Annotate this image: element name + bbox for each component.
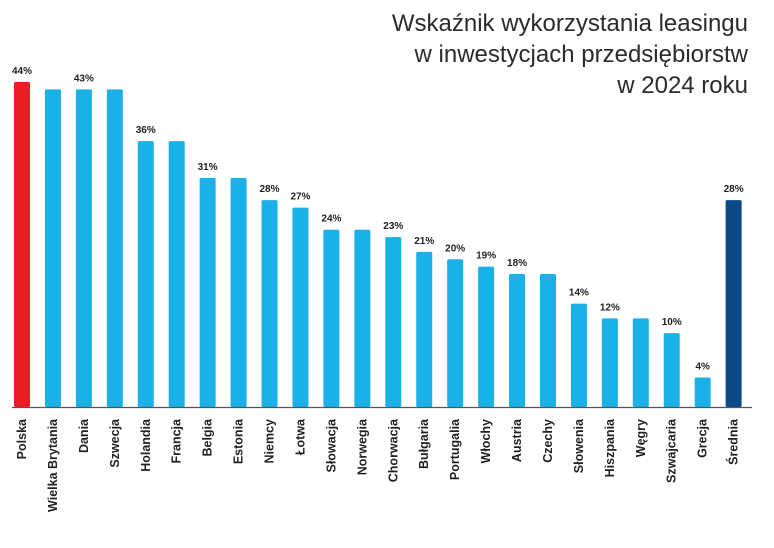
bar-value-label-16: 18%: [507, 258, 527, 269]
bar-value-label-15: 19%: [476, 251, 496, 262]
category-label-5: Francja: [170, 418, 184, 464]
category-label-11: Norwegia: [355, 418, 369, 475]
category-label-7: Estonia: [232, 418, 246, 464]
category-label-22: Grecja: [696, 418, 710, 458]
chart-title: Wskaźnik wykorzystania leasingu w inwest…: [308, 8, 748, 101]
bar-6: [199, 178, 216, 407]
category-label-18: Słowenia: [572, 418, 586, 473]
category-label-16: Austria: [510, 418, 524, 462]
bar-12: [385, 237, 402, 407]
category-label-6: Belgia: [201, 418, 215, 457]
bar-7: [230, 178, 247, 407]
bar-2: [75, 89, 92, 408]
bar-16: [509, 274, 526, 407]
category-label-19: Hiszpania: [603, 418, 617, 477]
category-label-23: Średnia: [726, 418, 741, 465]
category-labels-layer: Polska Wielka Brytania Dania Szwecja Holandi…: [15, 418, 741, 512]
bar-17: [539, 274, 556, 407]
bar-value-label-22: 4%: [695, 361, 710, 372]
bar-1: [44, 89, 61, 408]
chart-title-line-2: w inwestycjach przedsiębiorstw: [414, 41, 748, 68]
bar-value-label-19: 12%: [600, 302, 620, 313]
bar-value-label-0: 44%: [12, 66, 32, 77]
bar-19: [601, 318, 618, 407]
category-label-0: Polska: [15, 418, 29, 459]
bar-value-label-2: 43%: [74, 73, 94, 84]
category-label-14: Portugalia: [448, 418, 462, 480]
category-label-3: Szwecja: [108, 418, 122, 468]
bar-5: [168, 141, 185, 407]
chart-title-line-1: Wskaźnik wykorzystania leasingu: [391, 10, 748, 37]
bar-23: [725, 200, 742, 407]
bar-value-label-12: 23%: [383, 221, 403, 232]
category-label-2: Dania: [77, 418, 91, 453]
bar-value-label-18: 14%: [569, 288, 589, 299]
bar-10: [323, 229, 340, 407]
category-label-21: Szwajcaria: [665, 418, 679, 483]
category-label-15: Włochy: [479, 419, 493, 463]
value-labels-layer: 44% 43% 36% 31% 28% 27% 24% 23% 21% 20% 19% 18% 14% 1…: [12, 66, 744, 372]
bar-11: [354, 229, 371, 407]
category-label-13: Bułgaria: [417, 418, 431, 469]
bar-14: [447, 259, 464, 407]
bar-8: [261, 200, 278, 407]
bar-value-label-14: 20%: [445, 243, 465, 254]
bar-18: [570, 303, 587, 407]
bar-value-label-6: 31%: [198, 162, 218, 173]
category-label-8: Niemcy: [263, 419, 277, 464]
chart-title-line-3: w 2024 roku: [617, 72, 748, 99]
bar-15: [478, 266, 495, 407]
bar-20: [632, 318, 649, 407]
bar-3: [106, 89, 123, 408]
bar-9: [292, 207, 309, 407]
bar-22: [694, 377, 711, 407]
category-label-4: Holandia: [139, 418, 153, 472]
bar-value-label-23: 28%: [724, 184, 744, 195]
bar-value-label-4: 36%: [136, 125, 156, 136]
bar-13: [416, 251, 433, 407]
bar-value-label-13: 21%: [414, 236, 434, 247]
bar-value-label-8: 28%: [260, 184, 280, 195]
bar-value-label-21: 10%: [662, 317, 682, 328]
bars-layer: [14, 82, 742, 408]
category-label-9: Łotwa: [293, 418, 307, 455]
bar-21: [663, 333, 680, 407]
category-label-17: Czechy: [541, 419, 555, 463]
category-label-1: Wielka Brytania: [46, 418, 60, 512]
bar-value-label-9: 27%: [290, 192, 310, 203]
bar-0: [14, 82, 30, 407]
bar-value-label-10: 24%: [321, 214, 341, 225]
category-label-10: Słowacja: [324, 418, 338, 473]
bar-4: [137, 141, 154, 407]
category-label-20: Węgry: [634, 419, 648, 457]
category-label-12: Chorwacja: [386, 418, 400, 482]
